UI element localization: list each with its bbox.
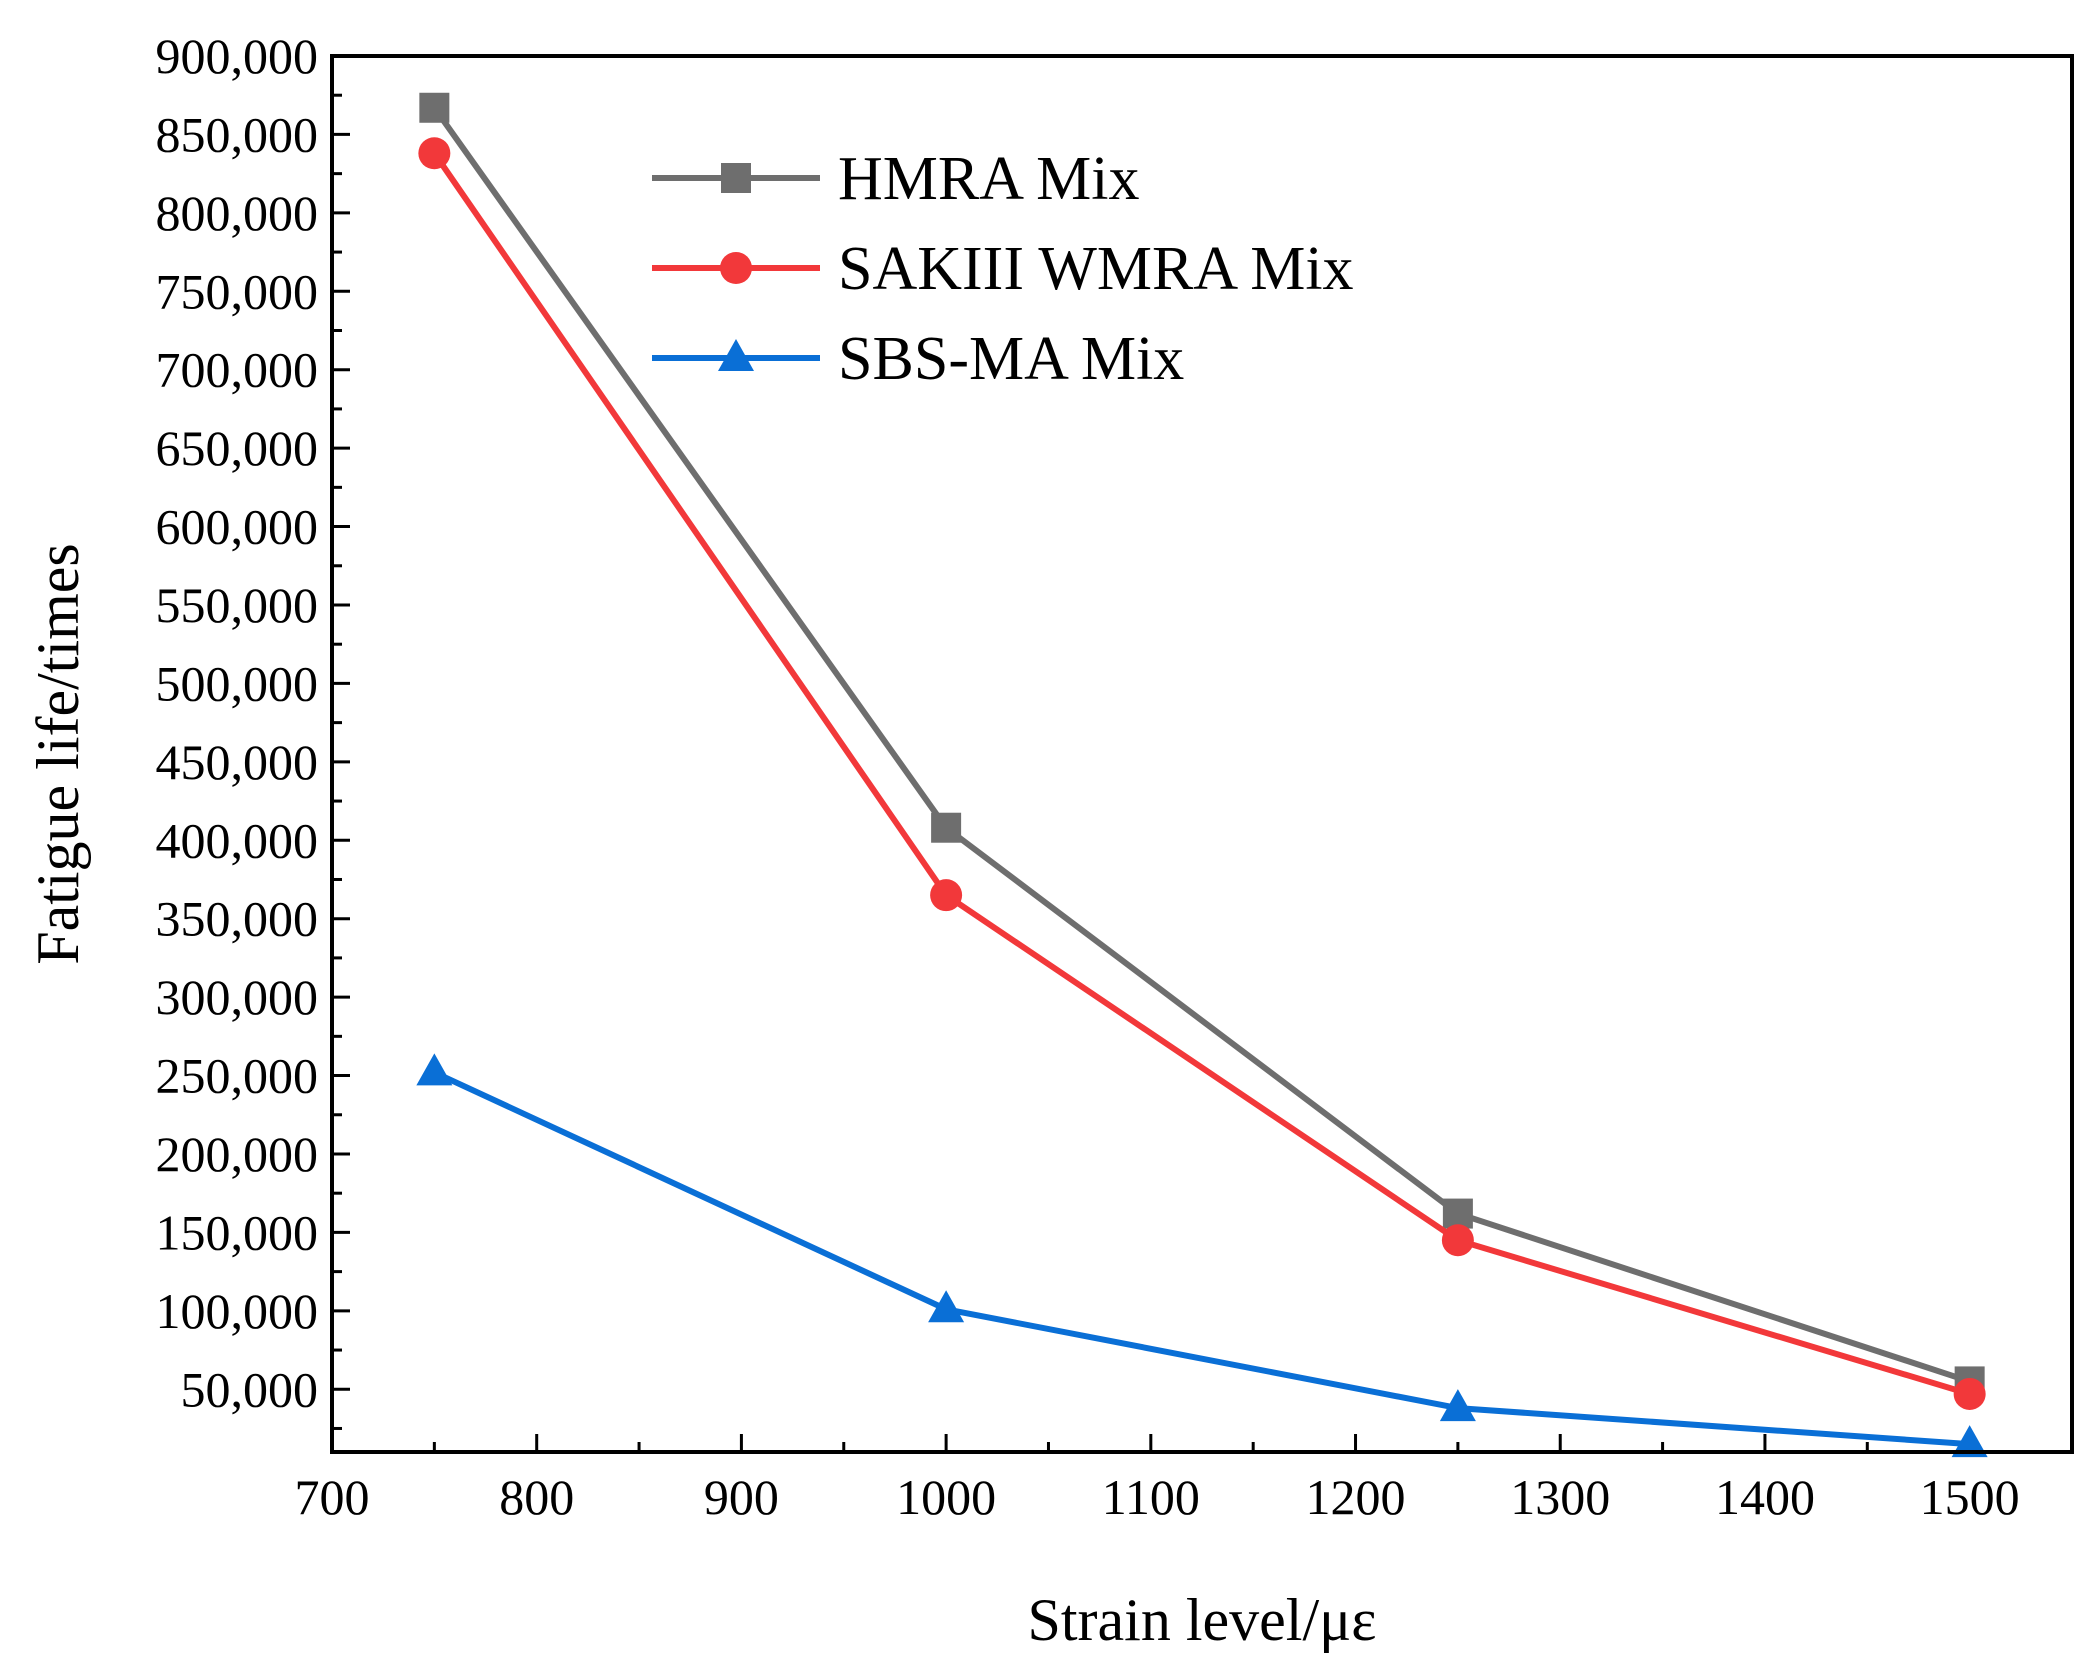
y-axis-ticks: 50,000 100,000 150,000 200,000 250,000 300,00… (156, 28, 350, 1430)
legend-marker (720, 252, 752, 284)
series-circle (418, 137, 1986, 1410)
y-tick-label: 150,000 (156, 1204, 319, 1260)
y-tick-label: 100,000 (156, 1283, 319, 1339)
data-point (416, 1053, 453, 1086)
y-tick-label: 350,000 (156, 891, 319, 947)
legend-label: SAKIII WMRA Mix (838, 235, 1354, 303)
plot-frame (330, 54, 2074, 1454)
y-tick-label: 600,000 (156, 499, 319, 555)
y-tick-label: 300,000 (156, 969, 319, 1025)
x-tick-label: 1000 (896, 1469, 996, 1525)
series-layer (416, 92, 1988, 1458)
y-tick-label: 750,000 (156, 263, 319, 319)
x-tick-label: 1300 (1510, 1469, 1610, 1525)
data-point (1439, 1389, 1476, 1422)
legend-label: HMRA Mix (838, 145, 1139, 213)
series-line (433, 1069, 1970, 1448)
y-tick-label: 800,000 (156, 185, 319, 241)
series-line (431, 106, 1971, 1385)
data-point (930, 879, 963, 912)
series-line (431, 151, 1971, 1397)
y-tick-label: 250,000 (156, 1048, 319, 1104)
x-tick-label: 700 (295, 1469, 370, 1525)
y-tick-label: 500,000 (156, 655, 319, 711)
data-point (931, 812, 962, 843)
x-tick-label: 1500 (1920, 1469, 2020, 1525)
series-triangle (416, 1053, 1988, 1458)
legend-label: SBS-MA Mix (838, 325, 1184, 393)
data-point (419, 92, 450, 123)
y-tick-label: 50,000 (181, 1361, 319, 1417)
x-tick-label: 1400 (1715, 1469, 1815, 1525)
data-point (1951, 1425, 1988, 1458)
y-tick-label: 200,000 (156, 1126, 319, 1182)
y-tick-label: 400,000 (156, 812, 319, 868)
x-tick-label: 1100 (1102, 1469, 1200, 1525)
y-axis-title: Fatigue life/times (25, 543, 91, 965)
x-axis-ticks: 700 800 900 1000 1100 1200 1300 1400 1500 (295, 1434, 2020, 1525)
data-point (1442, 1198, 1473, 1229)
legend: HMRA Mix SAKIII WMRA Mix SBS-MA Mix (652, 145, 1354, 393)
y-tick-label: 450,000 (156, 734, 319, 790)
y-tick-label: 700,000 (156, 342, 319, 398)
data-point (1441, 1224, 1474, 1257)
y-tick-label: 550,000 (156, 577, 319, 633)
x-tick-label: 1200 (1306, 1469, 1406, 1525)
y-tick-label: 650,000 (156, 420, 319, 476)
data-point (418, 137, 451, 170)
data-point (928, 1290, 965, 1323)
x-axis-title: Strain level/με (1028, 1587, 1377, 1653)
legend-marker (718, 339, 754, 371)
y-tick-label: 850,000 (156, 106, 319, 162)
x-tick-label: 800 (499, 1469, 574, 1525)
data-point (1953, 1377, 1986, 1410)
x-tick-label: 900 (704, 1469, 779, 1525)
legend-marker (721, 163, 751, 193)
y-tick-label: 900,000 (156, 28, 319, 84)
